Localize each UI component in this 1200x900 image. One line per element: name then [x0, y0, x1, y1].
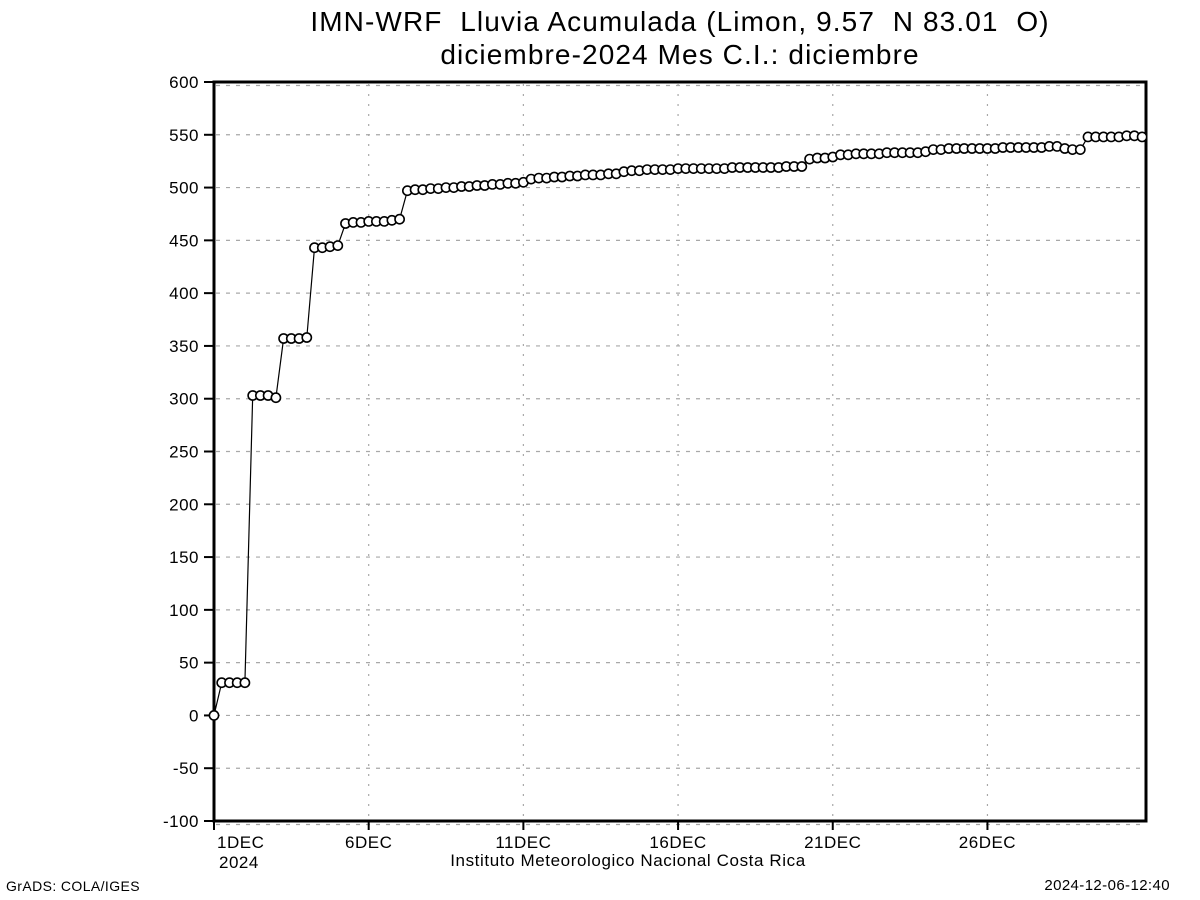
y-tick-label: 300 — [169, 390, 199, 409]
y-tick-label: 450 — [169, 231, 199, 250]
chart-caption: Instituto Meteorologico Nacional Costa R… — [450, 851, 806, 870]
y-tick-label: 350 — [169, 337, 199, 356]
data-point — [239, 677, 251, 689]
x-tick-label: 6DEC — [345, 833, 392, 852]
y-tick-label: 0 — [189, 706, 199, 725]
y-tick-label: 150 — [169, 548, 199, 567]
x-tick-label: 16DEC — [649, 833, 706, 852]
h-gridlines — [216, 84, 1144, 826]
data-point — [270, 392, 282, 404]
data-point — [301, 332, 313, 343]
y-tick-label: -100 — [163, 812, 199, 831]
x-tick-label: 21DEC — [804, 833, 861, 852]
y-tick-label: -50 — [173, 759, 199, 778]
y-tick-label: 200 — [169, 495, 199, 514]
x-tick-label: 11DEC — [495, 833, 551, 852]
data-point — [1136, 131, 1148, 143]
y-tick-label: 550 — [169, 126, 199, 145]
y-tick-label: 400 — [169, 284, 199, 303]
y-tick-label: 250 — [169, 443, 199, 462]
generation-timestamp: 2024-12-06-12:40 — [1044, 877, 1170, 894]
y-tick-label: 500 — [169, 179, 199, 198]
y-tick-label: 600 — [169, 73, 199, 92]
x-tick-sublabel: 2024 — [219, 853, 259, 872]
grads-credit: GrADS: COLA/IGES — [6, 878, 140, 894]
chart-title-line2: diciembre-2024 Mes C.I.: diciembre — [440, 39, 920, 70]
y-tick-label: 100 — [169, 601, 199, 620]
x-tick-label: 26DEC — [959, 833, 1016, 852]
y-axis: -100 -50 0 50 100 150 200 250 300 350 400 450 500 550… — [163, 73, 214, 831]
data-point — [208, 710, 220, 721]
data-point — [1074, 144, 1086, 155]
data-point — [394, 213, 405, 225]
chart-title-line1: IMN-WRF Lluvia Acumulada (Limon, 9.57 N … — [310, 6, 1050, 37]
data-point — [332, 240, 344, 251]
x-tick-label: 1DEC — [217, 833, 264, 852]
data-point — [796, 161, 808, 172]
y-tick-label: 50 — [179, 654, 199, 673]
data-points — [208, 130, 1148, 721]
